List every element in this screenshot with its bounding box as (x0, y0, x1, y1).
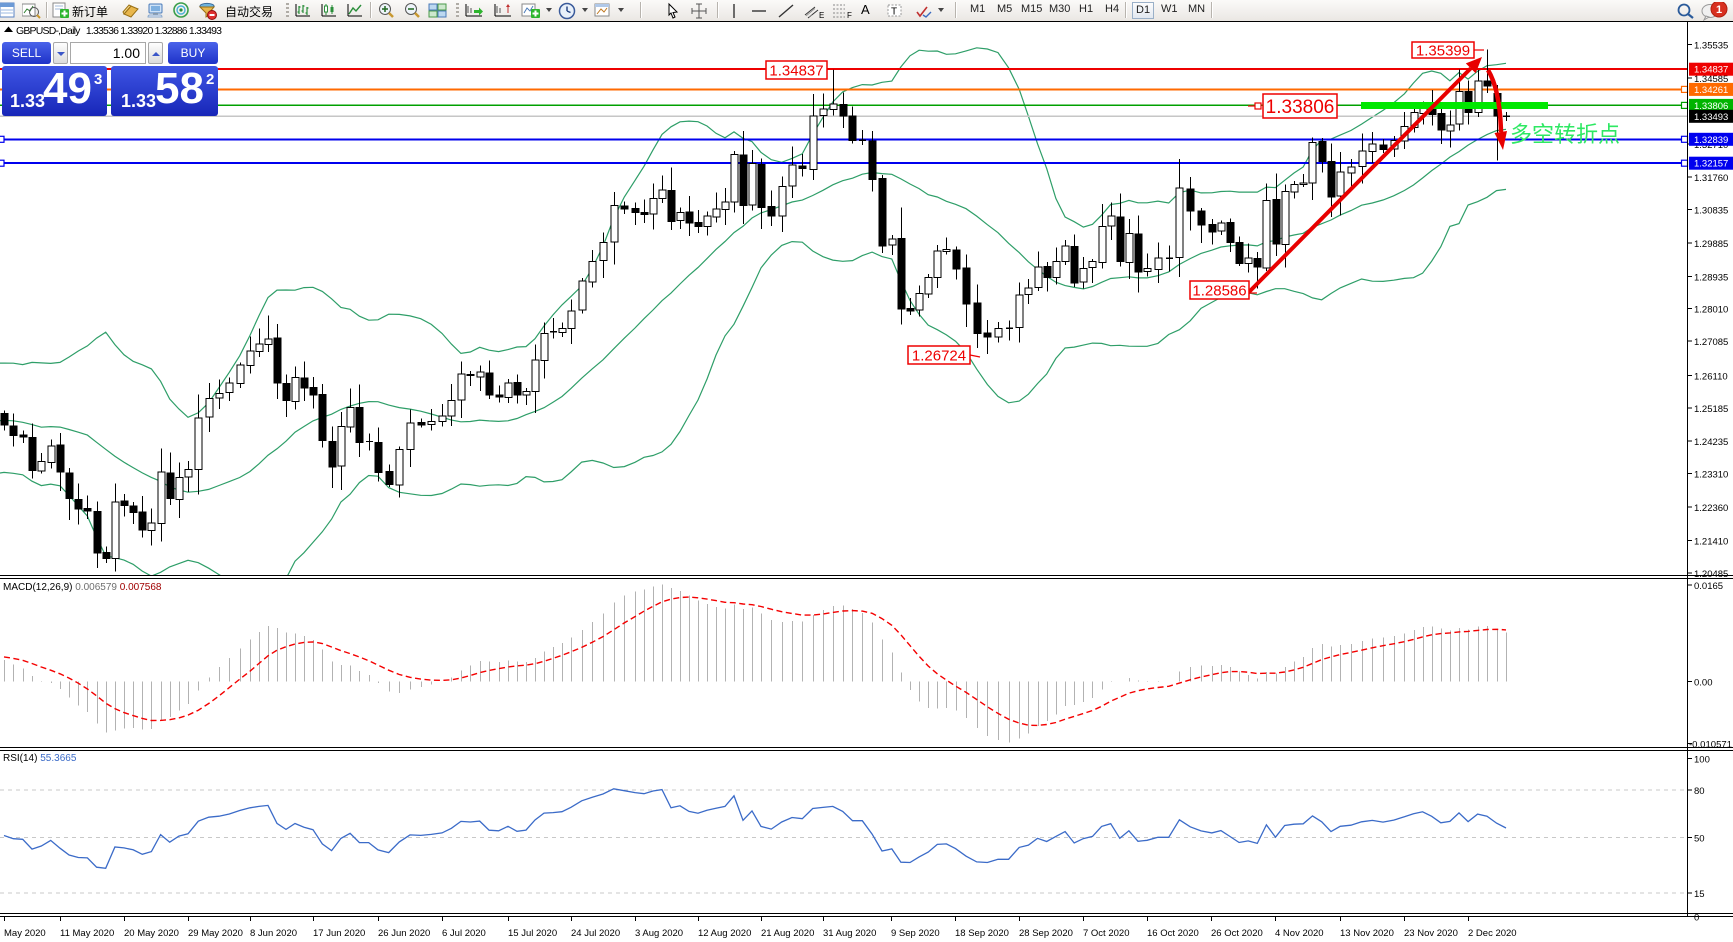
svg-text:9 Sep 2020: 9 Sep 2020 (891, 928, 940, 939)
svg-text:0.00: 0.00 (1694, 678, 1713, 689)
svg-text:8 Jun 2020: 8 Jun 2020 (250, 928, 297, 939)
svg-text:1.34261: 1.34261 (1694, 85, 1728, 96)
svg-text:1.20485: 1.20485 (1694, 569, 1728, 580)
svg-text:7 Oct 2020: 7 Oct 2020 (1083, 928, 1129, 939)
svg-text:3 Aug 2020: 3 Aug 2020 (635, 928, 683, 939)
svg-text:GBPUSD-,Daily 1.33536 1.3392: GBPUSD-,Daily 1.33536 1.33920 1.32886 1.… (16, 25, 222, 37)
svg-text:May 2020: May 2020 (4, 928, 46, 939)
svg-text:1.30835: 1.30835 (1694, 206, 1728, 217)
svg-text:1.24235: 1.24235 (1694, 437, 1728, 448)
svg-text:1.28935: 1.28935 (1694, 272, 1728, 283)
svg-text:1.35399: 1.35399 (1416, 42, 1470, 59)
svg-text:1.25185: 1.25185 (1694, 404, 1728, 415)
svg-text:26 Jun 2020: 26 Jun 2020 (378, 928, 430, 939)
svg-text:23 Nov 2020: 23 Nov 2020 (1404, 928, 1458, 939)
svg-text:MACD(12,26,9) 0.006579 0.00756: MACD(12,26,9) 0.006579 0.007568 (3, 582, 162, 593)
svg-text:1.32157: 1.32157 (1694, 159, 1728, 170)
svg-text:1: 1 (1716, 4, 1722, 16)
svg-text:1.34585: 1.34585 (1694, 74, 1728, 85)
svg-text:13 Nov 2020: 13 Nov 2020 (1340, 928, 1394, 939)
svg-text:0.0165: 0.0165 (1694, 581, 1723, 592)
svg-text:2 Dec 2020: 2 Dec 2020 (1468, 928, 1517, 939)
svg-text:1.34837: 1.34837 (769, 62, 823, 79)
svg-text:4 Nov 2020: 4 Nov 2020 (1275, 928, 1324, 939)
svg-text:1.26110: 1.26110 (1694, 371, 1728, 382)
svg-text:18 Sep 2020: 18 Sep 2020 (955, 928, 1009, 939)
svg-text:0: 0 (1694, 913, 1699, 924)
svg-text:E: E (819, 11, 824, 20)
svg-text:21 Aug 2020: 21 Aug 2020 (761, 928, 814, 939)
svg-text:20 May 2020: 20 May 2020 (124, 928, 179, 939)
svg-text:F: F (847, 11, 852, 20)
svg-text:1.35535: 1.35535 (1694, 41, 1728, 52)
svg-text:15: 15 (1694, 889, 1705, 900)
svg-text:1.33806: 1.33806 (1694, 101, 1728, 112)
svg-text:多空转折点: 多空转折点 (1510, 122, 1620, 147)
svg-text:80: 80 (1694, 786, 1705, 797)
svg-text:24 Jul 2020: 24 Jul 2020 (571, 928, 620, 939)
svg-text:17 Jun 2020: 17 Jun 2020 (313, 928, 365, 939)
svg-text:1.21410: 1.21410 (1694, 536, 1728, 547)
svg-text:1.29885: 1.29885 (1694, 239, 1728, 250)
svg-text:T: T (891, 7, 897, 18)
svg-text:1.26724: 1.26724 (912, 347, 966, 364)
svg-text:29 May 2020: 29 May 2020 (188, 928, 243, 939)
svg-text:26 Oct 2020: 26 Oct 2020 (1211, 928, 1263, 939)
svg-text:100: 100 (1694, 755, 1710, 766)
svg-text:16 Oct 2020: 16 Oct 2020 (1147, 928, 1199, 939)
svg-text:12 Aug 2020: 12 Aug 2020 (698, 928, 751, 939)
svg-text:1.23310: 1.23310 (1694, 470, 1728, 481)
svg-text:11 May 2020: 11 May 2020 (60, 928, 114, 939)
svg-text:1.33493: 1.33493 (1694, 112, 1728, 123)
svg-text:1.31760: 1.31760 (1694, 173, 1728, 184)
svg-text:1.22360: 1.22360 (1694, 503, 1728, 514)
svg-text:1.34837: 1.34837 (1694, 65, 1728, 76)
svg-text:1.28010: 1.28010 (1694, 305, 1728, 316)
svg-text:1.33806: 1.33806 (1266, 97, 1335, 118)
svg-text:15 Jul 2020: 15 Jul 2020 (508, 928, 557, 939)
svg-text:1.32839: 1.32839 (1694, 135, 1728, 146)
svg-text:RSI(14) 55.3665: RSI(14) 55.3665 (3, 753, 77, 764)
svg-text:1.27085: 1.27085 (1694, 337, 1728, 348)
svg-text:6 Jul 2020: 6 Jul 2020 (442, 928, 486, 939)
svg-text:31 Aug 2020: 31 Aug 2020 (823, 928, 876, 939)
svg-text:50: 50 (1694, 834, 1705, 845)
svg-text:-0.010571: -0.010571 (1689, 739, 1732, 750)
svg-text:1.28586: 1.28586 (1192, 282, 1246, 299)
svg-text:28 Sep 2020: 28 Sep 2020 (1019, 928, 1073, 939)
